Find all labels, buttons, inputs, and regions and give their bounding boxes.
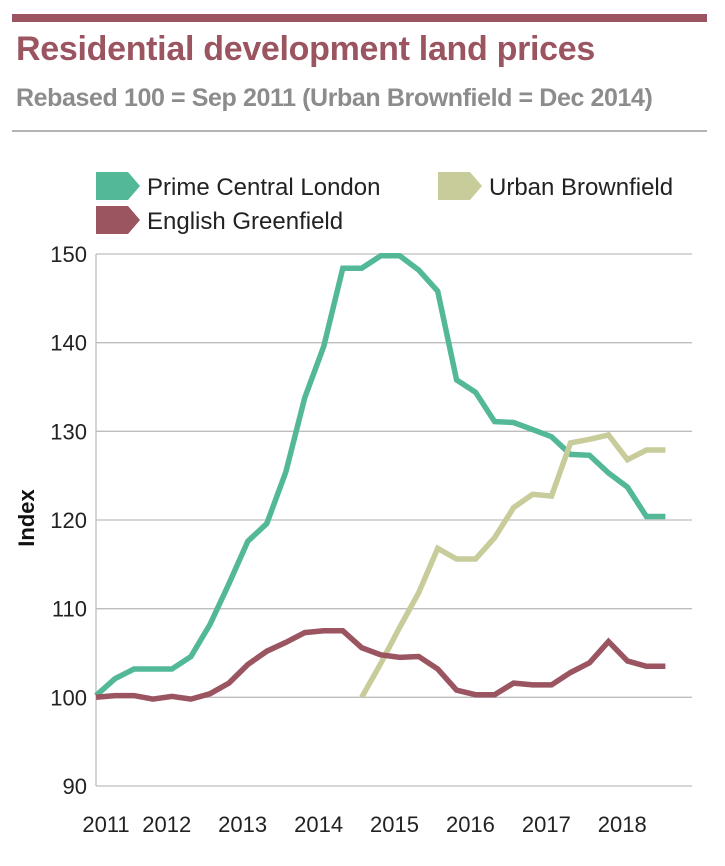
legend-swatch-urban-brownfield: [438, 172, 482, 200]
x-tick-label: 2016: [446, 812, 495, 837]
y-axis-label: Index: [14, 489, 39, 547]
grid-lines: [95, 253, 692, 787]
x-tick-label: 2011: [82, 812, 129, 837]
legend-label-prime-central-london: Prime Central London: [147, 174, 380, 201]
x-tick-label: 2014: [294, 812, 343, 837]
x-tick-label: 2017: [522, 812, 571, 837]
x-tick-labels: 2011 2012 2013 2014 2015 2016 2017 2018: [82, 812, 646, 837]
chart-title: Residential development land prices: [16, 30, 596, 68]
y-tick-label: 130: [50, 419, 87, 444]
y-tick-labels: 90 100 110 120 130 140 150: [50, 242, 87, 799]
x-tick-label: 2012: [142, 812, 191, 837]
x-tick-label: 2015: [370, 812, 419, 837]
series-line-prime-central-london: [94, 253, 666, 698]
y-tick-label: 100: [50, 685, 87, 710]
subtitle-rule: [12, 130, 707, 132]
x-tick-label: 2018: [598, 812, 647, 837]
series-line-urban-brownfield: [359, 431, 666, 699]
x-tick-label: 2013: [218, 812, 267, 837]
legend: Prime Central London Urban Brownfield Engl…: [96, 172, 673, 235]
legend-label-urban-brownfield: Urban Brownfield: [489, 174, 673, 201]
legend-label-english-greenfield: English Greenfield: [147, 208, 343, 235]
y-tick-label: 110: [52, 597, 87, 622]
y-tick-label: 150: [50, 242, 87, 267]
legend-swatch-english-greenfield: [96, 206, 140, 234]
y-tick-label: 90: [63, 774, 87, 799]
y-tick-label: 140: [50, 331, 87, 356]
y-tick-label: 120: [50, 508, 87, 533]
header-rule: [12, 14, 707, 22]
chart-subtitle: Rebased 100 = Sep 2011 (Urban Brownfield…: [16, 84, 653, 112]
legend-swatch-prime-central-london: [96, 172, 140, 200]
series-lines: [94, 253, 666, 702]
series-line-english-greenfield: [95, 628, 666, 702]
